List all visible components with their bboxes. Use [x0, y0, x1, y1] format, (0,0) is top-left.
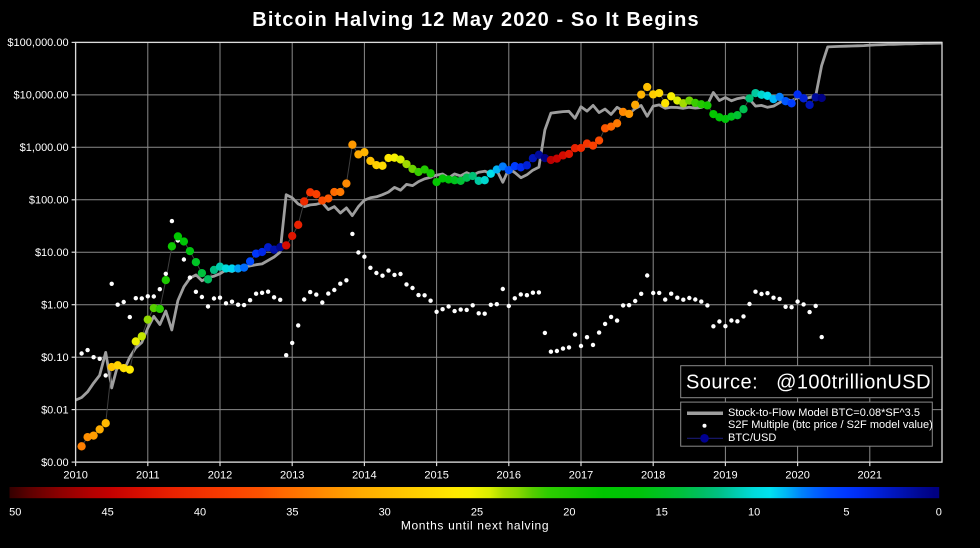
svg-text:2018: 2018 — [641, 470, 665, 482]
svg-text:0: 0 — [936, 507, 942, 519]
svg-text:2019: 2019 — [713, 470, 737, 482]
svg-text:BTC/USD: BTC/USD — [728, 432, 776, 444]
svg-text:20: 20 — [563, 507, 575, 519]
svg-text:$0.01: $0.01 — [41, 404, 69, 416]
svg-text:25: 25 — [471, 507, 483, 519]
svg-text:Source: @100trillionUSD: Source: @100trillionUSD — [686, 372, 931, 394]
svg-text:$1.00: $1.00 — [41, 300, 69, 312]
svg-text:2012: 2012 — [208, 470, 232, 482]
svg-text:2016: 2016 — [497, 470, 521, 482]
svg-text:2014: 2014 — [352, 470, 376, 482]
svg-text:$100,000.00: $100,000.00 — [7, 37, 68, 49]
svg-text:10: 10 — [748, 507, 760, 519]
svg-text:2013: 2013 — [280, 470, 304, 482]
svg-text:$1,000.00: $1,000.00 — [20, 142, 69, 154]
svg-text:50: 50 — [9, 507, 21, 519]
svg-text:2011: 2011 — [136, 470, 160, 482]
svg-text:2010: 2010 — [63, 470, 87, 482]
svg-text:2017: 2017 — [569, 470, 593, 482]
svg-text:S2F Multiple (btc price / S2F: S2F Multiple (btc price / S2F model valu… — [728, 419, 933, 431]
svg-text:Stock-to-Flow Model BTC=0.08*S: Stock-to-Flow Model BTC=0.08*SF^3.5 — [728, 407, 920, 419]
svg-text:40: 40 — [194, 507, 206, 519]
svg-text:35: 35 — [286, 507, 298, 519]
svg-text:5: 5 — [843, 507, 849, 519]
svg-text:45: 45 — [101, 507, 113, 519]
svg-text:$0.00: $0.00 — [41, 457, 69, 469]
svg-text:$100.00: $100.00 — [29, 195, 69, 207]
svg-text:$0.10: $0.10 — [41, 352, 69, 364]
svg-text:$10.00: $10.00 — [35, 247, 69, 259]
svg-text:$10,000.00: $10,000.00 — [14, 90, 69, 102]
svg-text:2020: 2020 — [785, 470, 809, 482]
svg-text:2015: 2015 — [424, 470, 448, 482]
svg-text:Months until next halving: Months until next halving — [401, 519, 549, 533]
svg-text:30: 30 — [379, 507, 391, 519]
svg-text:Bitcoin Halving 12 May 2020 -: Bitcoin Halving 12 May 2020 - So It Begi… — [252, 9, 699, 31]
svg-text:2021: 2021 — [858, 470, 882, 482]
svg-text:15: 15 — [656, 507, 668, 519]
